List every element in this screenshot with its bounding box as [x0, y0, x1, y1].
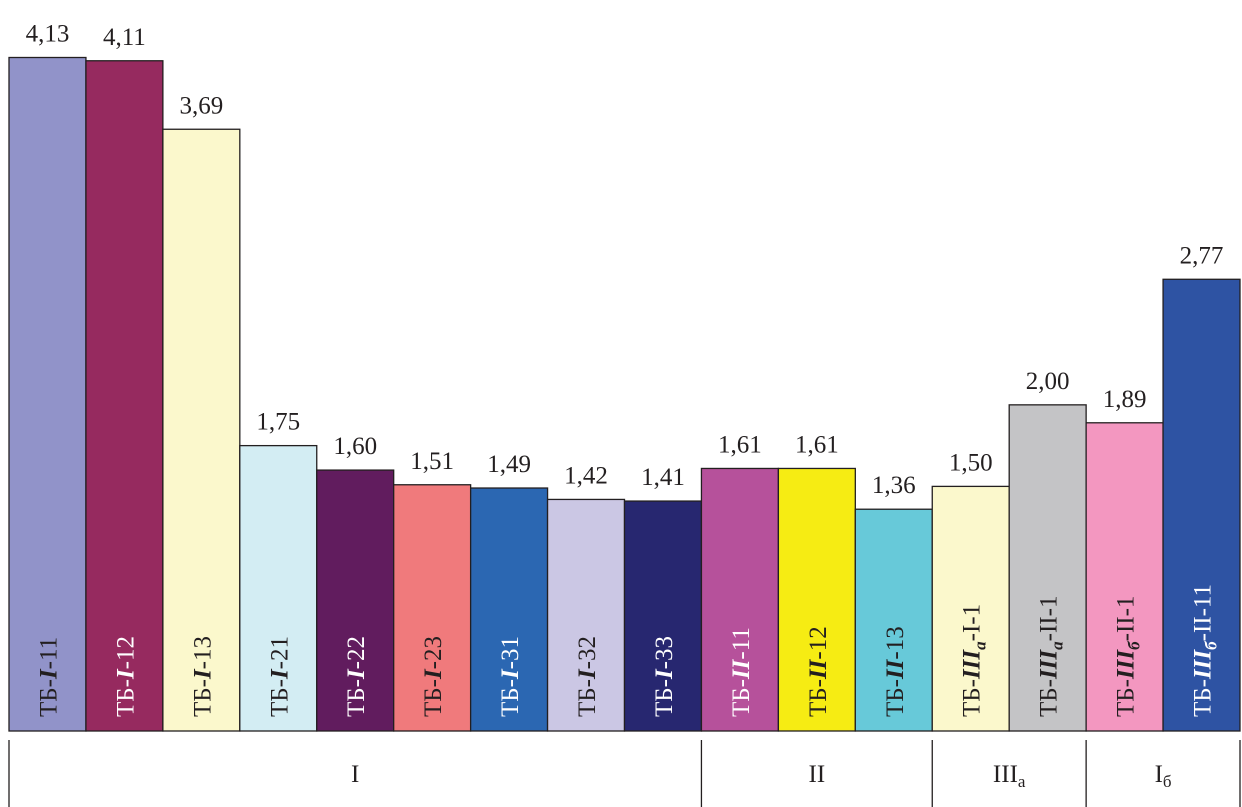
bar-3	[239, 444, 318, 732]
category-label-0: ТБ-I-11	[35, 637, 62, 717]
value-label-15: 2,77	[1180, 242, 1224, 269]
value-label-14: 1,89	[1103, 386, 1147, 413]
category-label-7: ТБ-I-32	[574, 636, 601, 717]
bar-6	[469, 487, 549, 732]
category-labels-layer: ТБ-I-11 ТБ-I-12 ТБ-I-13 ТБ-I-21 ТБ-I-22 ТБ-I-…	[35, 584, 1220, 717]
bar-11	[854, 508, 933, 732]
category-label-10: ТБ-II-12	[805, 626, 832, 717]
value-label-13: 2,00	[1026, 368, 1070, 395]
category-label-13: ТБ-IIIа-II-1	[1036, 596, 1067, 717]
bar-5	[393, 484, 472, 732]
category-label-2: ТБ-I-13	[189, 636, 216, 717]
bar-0	[8, 56, 87, 732]
value-label-12: 1,50	[949, 449, 993, 476]
value-label-3: 1,75	[256, 409, 300, 436]
category-label-12: ТБ-IIIа-I-1	[959, 604, 990, 717]
category-label-11: ТБ-II-13	[882, 626, 909, 717]
group-label-3: Iб	[1155, 761, 1172, 791]
bars-layer	[8, 56, 1241, 732]
value-label-4: 1,60	[333, 433, 377, 460]
group-label-2: IIIа	[993, 761, 1026, 791]
value-label-6: 1,49	[487, 451, 531, 478]
category-label-15: ТБ-IIIб-II-11	[1190, 584, 1221, 717]
bar-8	[623, 500, 703, 732]
bar-12	[931, 485, 1010, 732]
value-label-2: 3,69	[179, 92, 223, 119]
value-label-1: 4,11	[103, 24, 146, 51]
value-label-8: 1,41	[641, 464, 685, 491]
value-label-9: 1,61	[718, 431, 762, 458]
category-label-5: ТБ-I-23	[420, 636, 447, 717]
bar-15	[1162, 278, 1241, 732]
category-label-6: ТБ-I-31	[497, 636, 524, 717]
bar-14	[1085, 422, 1164, 732]
value-labels-layer: 4,13 4,11 3,69 1,75 1,60 1,51 1,49 1,42 1,41 1,61…	[26, 21, 1224, 500]
value-label-0: 4,13	[26, 21, 70, 48]
value-label-5: 1,51	[410, 448, 454, 475]
category-label-1: ТБ-I-12	[112, 636, 139, 717]
bar-9	[700, 467, 780, 732]
value-label-7: 1,42	[564, 462, 608, 489]
category-label-14: ТБ-IIIб-II-1	[1113, 596, 1144, 717]
group-label-1: II	[809, 761, 826, 788]
group-label-0: I	[351, 761, 359, 788]
value-label-11: 1,36	[872, 472, 916, 499]
category-label-4: ТБ-I-22	[343, 636, 370, 717]
category-label-9: ТБ-II-11	[728, 627, 755, 717]
group-axis-layer: I II IIIа Iб	[8, 740, 1241, 807]
category-label-8: ТБ-I-33	[651, 636, 678, 717]
value-label-10: 1,61	[795, 431, 839, 458]
bar-13	[1008, 404, 1087, 732]
bar-2	[162, 128, 241, 732]
bar-4	[316, 469, 395, 732]
bar-7	[546, 498, 626, 732]
bar-1	[85, 60, 164, 732]
category-label-3: ТБ-I-21	[266, 636, 293, 717]
